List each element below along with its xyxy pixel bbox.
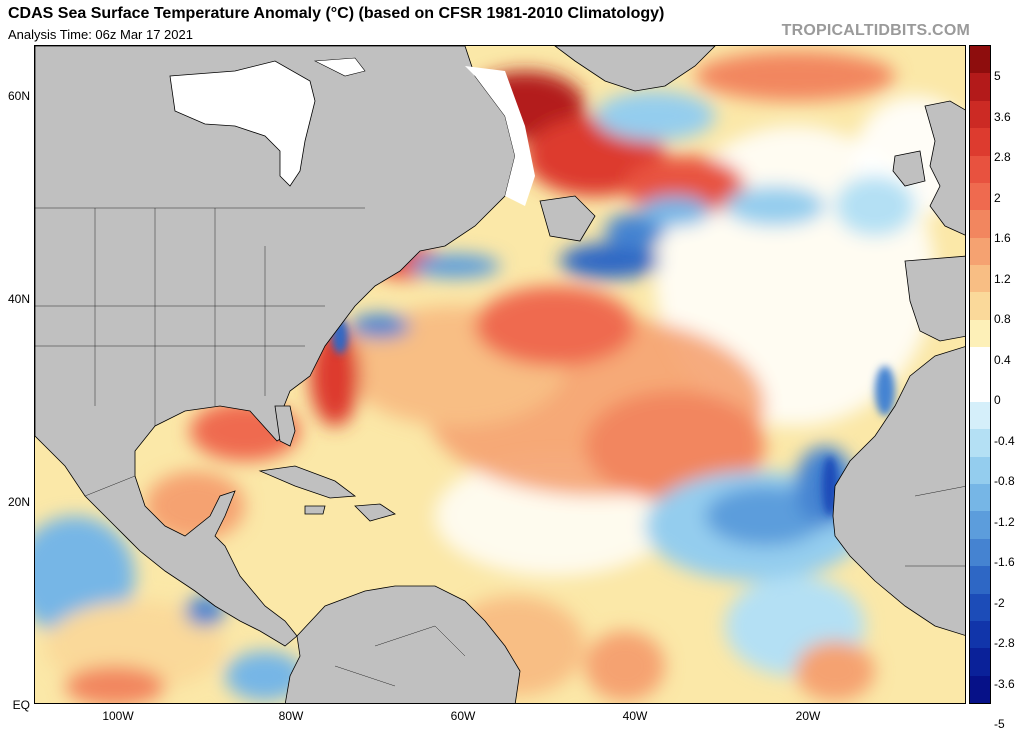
colorbar-segment — [970, 210, 990, 238]
analysis-time: Analysis Time: 06z Mar 17 2021 — [8, 27, 193, 42]
colorbar — [969, 45, 991, 704]
iberia-land — [904, 255, 965, 342]
lon-label-20w: 20W — [795, 709, 821, 723]
africa-land — [832, 346, 965, 636]
lat-label-40n: 40N — [7, 292, 30, 306]
lat-label-60n: 60N — [7, 89, 30, 103]
colorbar-segment — [970, 620, 990, 649]
colorbar-tick-label: -0.8 — [994, 474, 1015, 488]
colorbar-tick-label: -5 — [994, 717, 1005, 731]
colorbar-segment — [970, 292, 990, 320]
colorbar-tick-label: -3.6 — [994, 676, 1015, 691]
map-title: CDAS Sea Surface Temperature Anomaly (°C… — [8, 5, 665, 22]
colorbar-tick-label: 2 — [994, 190, 1001, 205]
lon-label-60w: 60W — [450, 709, 476, 723]
colorbar-tick-label: -1.2 — [994, 514, 1015, 529]
colorbar-segment — [970, 484, 990, 512]
colorbar-segment — [970, 429, 990, 457]
site-credit: TROPICALTIDBITS.COM — [781, 22, 970, 39]
colorbar-tick-label: 0.4 — [994, 352, 1011, 367]
colorbar-tick-label: -2 — [994, 595, 1005, 610]
colorbar-segment — [970, 265, 990, 293]
colorbar-tick-label: 5 — [994, 69, 1001, 83]
british-isles-land — [924, 100, 965, 236]
colorbar-segment — [970, 46, 990, 74]
colorbar-segment — [970, 374, 990, 402]
lat-label-20n: 20N — [7, 495, 30, 509]
colorbar-segment — [970, 401, 990, 430]
colorbar-segment — [970, 155, 990, 183]
colorbar-segment — [970, 511, 990, 539]
hudson-bay-ice — [169, 60, 316, 187]
colorbar-segment — [970, 182, 990, 211]
colorbar-segment — [970, 593, 990, 621]
lat-label-eq: EQ — [12, 698, 30, 712]
anomaly-field — [35, 51, 965, 703]
sst-anomaly-map — [34, 45, 966, 704]
colorbar-segment — [970, 648, 990, 676]
colorbar-tick-label: 1.2 — [994, 271, 1011, 286]
colorbar-segment — [970, 128, 990, 156]
lon-label-100w: 100W — [102, 709, 134, 723]
colorbar-segment — [970, 73, 990, 101]
colorbar-tick-label: -2.8 — [994, 636, 1015, 650]
colorbar-segment — [970, 347, 990, 375]
colorbar-segment — [970, 538, 990, 567]
colorbar-segment — [970, 237, 990, 265]
colorbar-tick-label: 3.6 — [994, 109, 1011, 124]
colorbar-tick-label: 0 — [994, 393, 1001, 407]
colorbar-tick-label: -1.6 — [994, 555, 1015, 569]
cuba-island — [258, 465, 357, 499]
colorbar-segment — [970, 319, 990, 348]
colorbar-segment — [970, 675, 990, 703]
colorbar-segment — [970, 566, 990, 594]
colorbar-segment — [970, 456, 990, 484]
lon-label-80w: 80W — [278, 709, 304, 723]
colorbar-tick-label: 1.6 — [994, 231, 1011, 245]
colorbar-tick-label: 0.8 — [994, 312, 1011, 326]
greenland-land — [554, 46, 716, 92]
colorbar-segment — [970, 100, 990, 129]
colorbar-tick-label: -0.4 — [994, 433, 1015, 448]
colorbar-tick-label: 2.8 — [994, 150, 1011, 164]
lon-label-40w: 40W — [622, 709, 648, 723]
south-america-land — [284, 585, 521, 703]
